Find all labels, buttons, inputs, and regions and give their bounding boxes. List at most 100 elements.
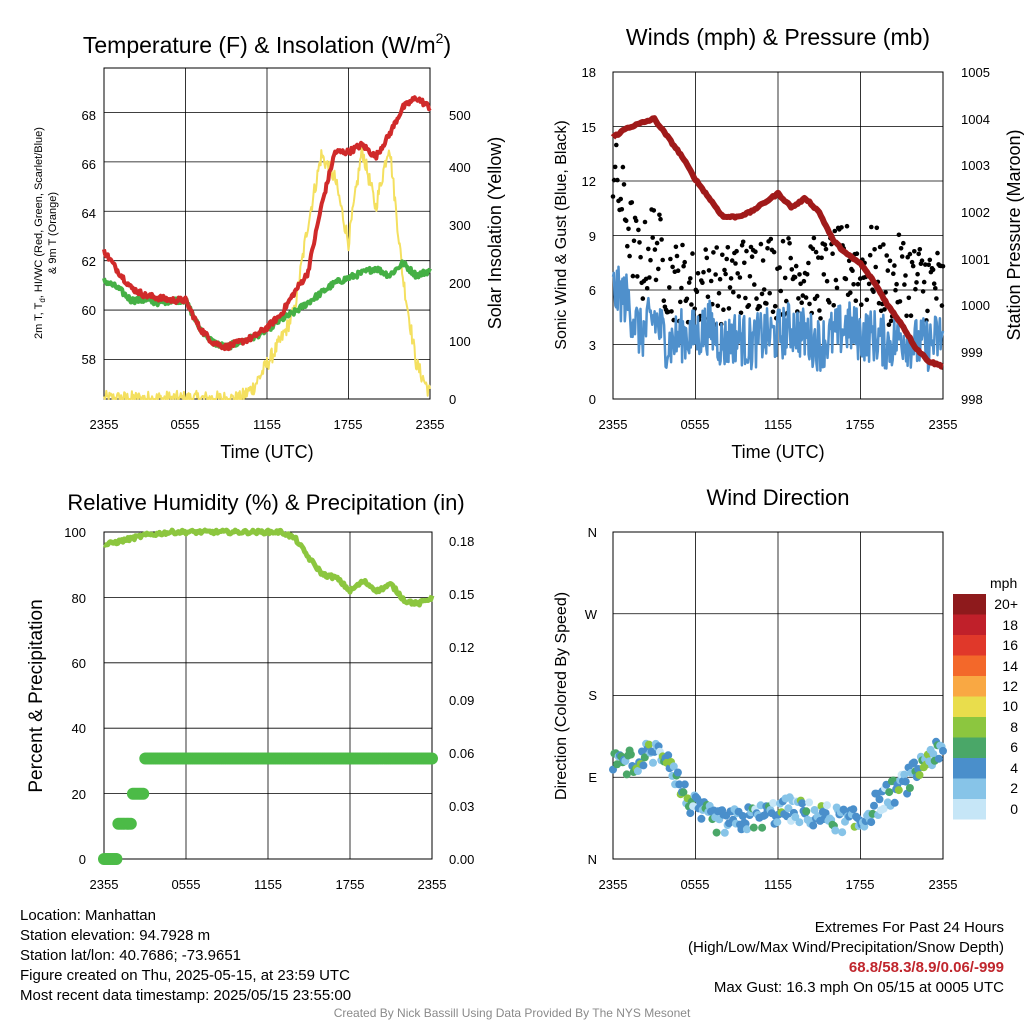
x-tick: 1155 xyxy=(254,877,282,892)
x-tick: 2355 xyxy=(418,877,447,892)
gust-point xyxy=(629,200,635,205)
gust-point xyxy=(713,272,718,277)
gust-point xyxy=(705,294,711,300)
gust-point xyxy=(675,268,681,274)
station-elevation: Station elevation: 94.7928 m xyxy=(20,927,211,944)
gust-point xyxy=(834,285,840,291)
station-latlon: Station lat/lon: 40.7686; -73.9651 xyxy=(20,947,242,964)
gust-point xyxy=(864,297,870,303)
gust-point xyxy=(610,194,616,199)
gust-point xyxy=(910,263,916,269)
figure-created: Figure created on Thu, 2025-05-15, at 23… xyxy=(20,967,350,984)
gust-point xyxy=(934,296,939,301)
gust-point xyxy=(647,275,652,280)
gust-point xyxy=(893,287,898,293)
gust-point xyxy=(703,247,708,252)
gust-point xyxy=(823,246,829,252)
legend-swatch xyxy=(953,778,986,799)
gust-point xyxy=(611,177,617,183)
station-location: Location: Manhattan xyxy=(20,907,156,924)
legend-swatch xyxy=(953,635,986,656)
gust-point xyxy=(640,296,646,301)
gust-point xyxy=(903,273,908,278)
gust-point xyxy=(874,225,880,231)
gust-point xyxy=(621,182,627,187)
gust-point xyxy=(817,308,822,313)
gust-point xyxy=(654,240,660,246)
pressure-y-tick: 1005 xyxy=(961,65,990,80)
gust-point xyxy=(650,235,655,240)
direction-point xyxy=(712,828,721,837)
gust-point xyxy=(832,228,838,234)
gust-point xyxy=(765,246,770,251)
gust-point xyxy=(637,240,642,245)
x-tick: 1155 xyxy=(764,417,792,432)
gust-point xyxy=(642,219,648,225)
gust-point xyxy=(859,302,864,308)
gust-point xyxy=(651,208,657,213)
rh-y-tick: 0 xyxy=(79,852,86,867)
direction-point xyxy=(870,801,878,810)
gust-point xyxy=(816,255,821,260)
winds-y-label: Sonic Wind & Gust (Blue, Black) xyxy=(553,120,570,349)
direction-point xyxy=(805,798,814,807)
gust-point xyxy=(715,303,721,309)
gust-point xyxy=(806,260,811,266)
direction-point xyxy=(802,807,811,816)
legend-label: 12 xyxy=(1002,678,1018,694)
direction-point xyxy=(633,767,642,775)
legend-swatch xyxy=(953,717,986,738)
gust-point xyxy=(612,164,618,170)
gust-point xyxy=(787,241,792,246)
direction-point xyxy=(639,761,648,770)
legend-label: 18 xyxy=(1002,617,1018,633)
direction-y-tick: S xyxy=(588,688,597,703)
gust-point xyxy=(877,244,883,250)
direction-point xyxy=(823,801,831,810)
gust-point xyxy=(670,264,675,270)
gust-point xyxy=(706,268,712,273)
direction-point xyxy=(720,828,729,837)
gust-point xyxy=(830,251,835,256)
gust-point xyxy=(737,275,743,280)
gust-point xyxy=(913,286,918,292)
gust-point xyxy=(742,260,747,266)
pressure-y-tick: 998 xyxy=(961,392,983,407)
direction-point xyxy=(673,768,682,777)
gust-point xyxy=(881,242,886,247)
gust-point xyxy=(851,282,856,287)
rh-y-tick: 60 xyxy=(72,656,86,671)
x-tick: 2355 xyxy=(90,877,119,892)
insolation-series xyxy=(103,144,431,400)
rh-y-tick: 80 xyxy=(72,591,86,606)
x-tick: 1755 xyxy=(336,877,365,892)
gust-point xyxy=(813,249,819,255)
gust-point xyxy=(748,244,754,250)
gust-point xyxy=(921,279,927,285)
gust-point xyxy=(896,232,902,238)
gust-point xyxy=(660,257,665,263)
temperature-series xyxy=(102,95,432,352)
gust-point xyxy=(872,247,877,252)
gust-point xyxy=(680,242,685,248)
temp-y-tick: 64 xyxy=(82,206,96,221)
insolation-y-axis: 0 100 200 300 400 500 xyxy=(449,108,471,407)
humidity-line xyxy=(102,527,435,608)
gust-point xyxy=(871,289,876,295)
gust-point xyxy=(818,316,823,321)
gust-point xyxy=(744,248,749,254)
insolation-y-tick: 100 xyxy=(449,334,471,349)
gust-point xyxy=(757,304,763,309)
legend-label: 8 xyxy=(1010,719,1018,735)
gust-point xyxy=(784,298,789,304)
winds-y-axis: 0 3 6 9 12 15 18 xyxy=(582,65,596,407)
direction-point xyxy=(910,758,918,767)
temp-y-tick: 60 xyxy=(82,303,96,318)
gust-point xyxy=(927,257,933,263)
direction-point xyxy=(885,788,894,797)
legend-swatch xyxy=(953,758,986,779)
gust-point xyxy=(822,242,828,247)
temp-y-tick: 62 xyxy=(82,254,96,269)
direction-point xyxy=(879,804,888,813)
gust-point xyxy=(786,236,791,241)
